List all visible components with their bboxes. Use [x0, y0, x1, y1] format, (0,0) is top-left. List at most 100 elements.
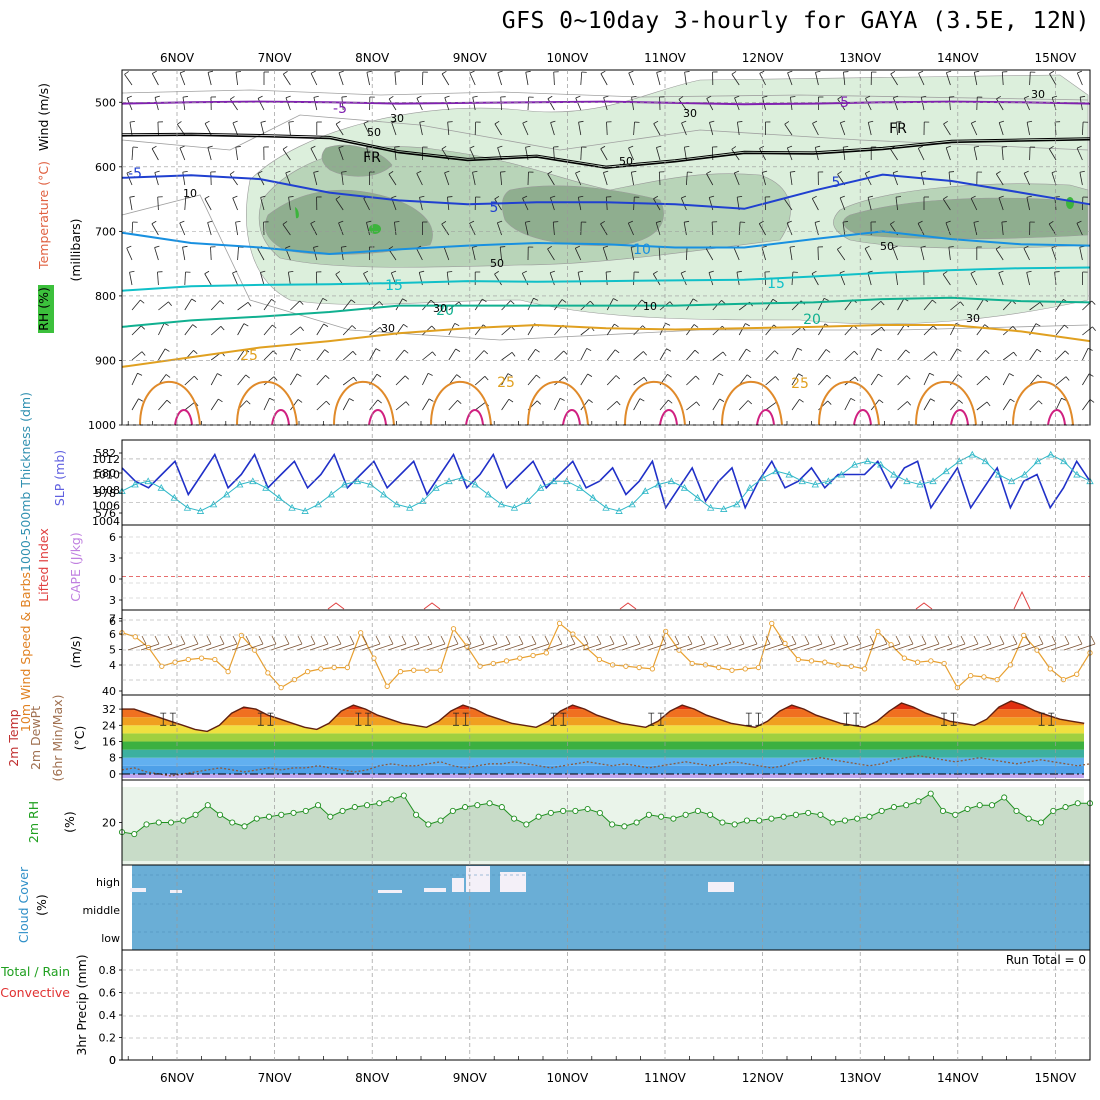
contour-label: FR [363, 150, 381, 166]
wind-barb-flag [310, 145, 316, 149]
rh-contour-1 [121, 114, 1089, 151]
temperature-range-bar [462, 712, 469, 726]
wind-barb [204, 273, 212, 286]
wind-barb [260, 122, 265, 136]
wind-barb-flag [736, 270, 742, 273]
wind-barb-flag [737, 121, 743, 123]
wind-barb-flag [905, 349, 910, 354]
surface-wind-barb [400, 643, 420, 651]
wind-barb-flag [283, 71, 288, 75]
wind-barb-flag [641, 299, 646, 304]
rh-point [976, 802, 983, 809]
wind-barb-flag [179, 145, 185, 149]
date-label-bottom: 14NOV [937, 1071, 979, 1085]
thickness-marker [406, 503, 414, 511]
wind-barb [656, 72, 661, 86]
temperature-range-bar [267, 712, 274, 726]
contour-label: 25 [791, 376, 809, 392]
wind-barb [342, 299, 352, 311]
wind-barb-flag [335, 196, 341, 200]
thickness-marker [890, 470, 898, 478]
wind-barb-flag [1077, 70, 1083, 74]
surface-wind-barb [179, 643, 199, 651]
rh-point [204, 802, 211, 809]
wind-barb [791, 373, 799, 386]
surface-wind-barb-flag [687, 635, 693, 645]
wind-barb [950, 301, 961, 311]
surface-wind-barb-flag [427, 635, 433, 645]
surface-wind-barb [504, 643, 524, 651]
wind-barb-flag [746, 374, 752, 379]
cloud-gap [500, 872, 526, 892]
surface-wind-barb-flag [284, 635, 290, 645]
wind-barb-flag [762, 95, 768, 98]
wind-barb-flag [971, 120, 977, 124]
wind-barb-flag [313, 170, 319, 173]
wind-barb [126, 172, 133, 186]
wind-speed-point [318, 666, 324, 672]
cape-peak [1013, 590, 1031, 610]
wind-barb [708, 197, 714, 211]
wind-barb [313, 247, 318, 261]
slp-tick: 1012 [92, 453, 120, 466]
wind-barb [761, 247, 766, 261]
wind-barb [287, 272, 291, 286]
wind-speed-tick: 6 [109, 628, 116, 641]
wind-barb-flag [416, 95, 422, 99]
surface-wind-barb-flag [1025, 635, 1031, 645]
wind-barb [765, 350, 775, 361]
wind-barb-flag [207, 70, 214, 73]
wind-barb-flag [525, 220, 531, 223]
wind-barb [257, 248, 265, 261]
surface-wind-barb-flag [531, 635, 537, 645]
rh-point [1062, 804, 1069, 811]
wind-barb [316, 375, 326, 386]
precip-tick: 0 [109, 1054, 116, 1067]
rh-point [449, 807, 456, 815]
wind-barb-flag [868, 120, 874, 123]
cape-peak [423, 602, 441, 610]
date-label-top: 9NOV [453, 51, 488, 65]
wind-barb-flag [297, 399, 303, 403]
wind-barb-flag [257, 170, 263, 174]
wind-barb-flag [895, 196, 902, 198]
wind-barb [842, 147, 846, 161]
date-label-top: 10NOV [547, 51, 589, 65]
wind-barb-flag [666, 348, 672, 352]
wind-barb-flag [722, 351, 727, 357]
surface-wind-barb [1011, 643, 1031, 651]
temperature-contour-35 [465, 409, 484, 426]
wind-barb-flag [880, 301, 885, 306]
thickness-marker [458, 474, 466, 481]
rh-contour-2 [121, 194, 1089, 341]
rh-area-4 [321, 144, 393, 177]
ylabel-temp-1: 2m Temp [6, 709, 21, 766]
wind-barb-flag [232, 270, 238, 274]
wind-speed-point [623, 663, 629, 669]
wind-barb [158, 323, 165, 336]
wind-barb-flag [220, 326, 225, 331]
wind-barb-flag [300, 326, 304, 331]
wind-barb-flag [391, 195, 397, 199]
wind-barb [369, 348, 377, 361]
thickness-marker [1047, 450, 1055, 458]
surface-wind-barb [517, 643, 537, 651]
wind-barb-flag [427, 372, 433, 376]
thickness-marker [942, 467, 950, 475]
wind-speed-point [212, 656, 218, 663]
wind-barb [630, 172, 634, 186]
surface-wind-barb [634, 643, 654, 651]
wind-barb-flag [1013, 351, 1017, 357]
wind-barb-flag [709, 195, 715, 198]
rh-point [560, 807, 567, 815]
wind-barb-flag [843, 71, 849, 73]
surface-wind-barb [582, 643, 602, 651]
rh-point [302, 807, 309, 815]
wind-barb-flag [1009, 373, 1014, 377]
wind-barb-flag [590, 300, 595, 306]
wind-barb [527, 96, 530, 111]
wind-barb-flag [326, 400, 331, 406]
wind-speed-tick: 40 [102, 685, 116, 698]
surface-wind-barb-flag [349, 635, 355, 645]
lifted-index-tick: 6 [109, 615, 116, 628]
